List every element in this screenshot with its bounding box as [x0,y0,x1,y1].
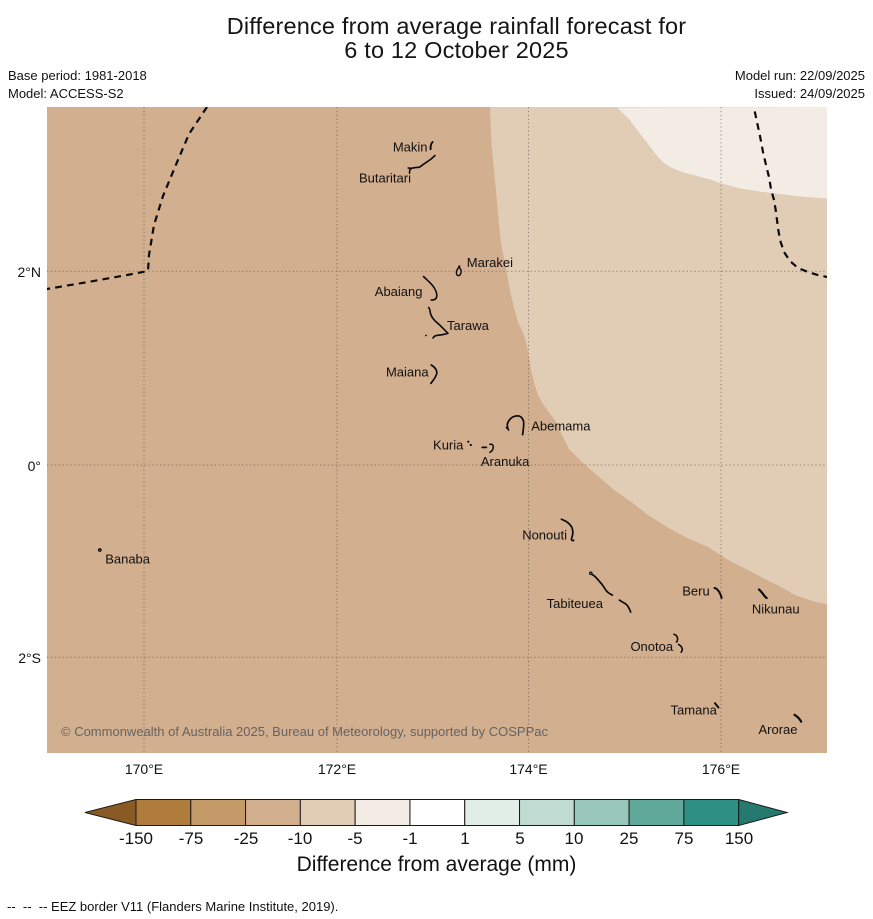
svg-text:Onotoa: Onotoa [630,639,673,654]
svg-text:Arorae: Arorae [758,722,797,737]
svg-text:Nonouti: Nonouti [522,527,567,542]
svg-text:Maiana: Maiana [386,365,429,380]
svg-text:Butaritari: Butaritari [359,171,411,186]
svg-text:Tabiteuea: Tabiteuea [547,596,604,611]
svg-text:Nikunau: Nikunau [752,602,800,617]
svg-text:Abaiang: Abaiang [375,284,423,299]
svg-text:Tarawa: Tarawa [447,318,490,333]
svg-text:Abemama: Abemama [531,419,591,434]
svg-text:Aranuka: Aranuka [481,454,530,469]
svg-text:Tamana: Tamana [671,702,718,717]
svg-text:Banaba: Banaba [105,552,151,567]
svg-text:Kuria: Kuria [433,438,464,453]
svg-text:Marakei: Marakei [467,255,513,270]
svg-text:Beru: Beru [682,584,709,599]
svg-text:Makin: Makin [393,140,428,155]
svg-text:© Commonwealth of Australia 20: © Commonwealth of Australia 2025, Bureau… [61,724,548,739]
